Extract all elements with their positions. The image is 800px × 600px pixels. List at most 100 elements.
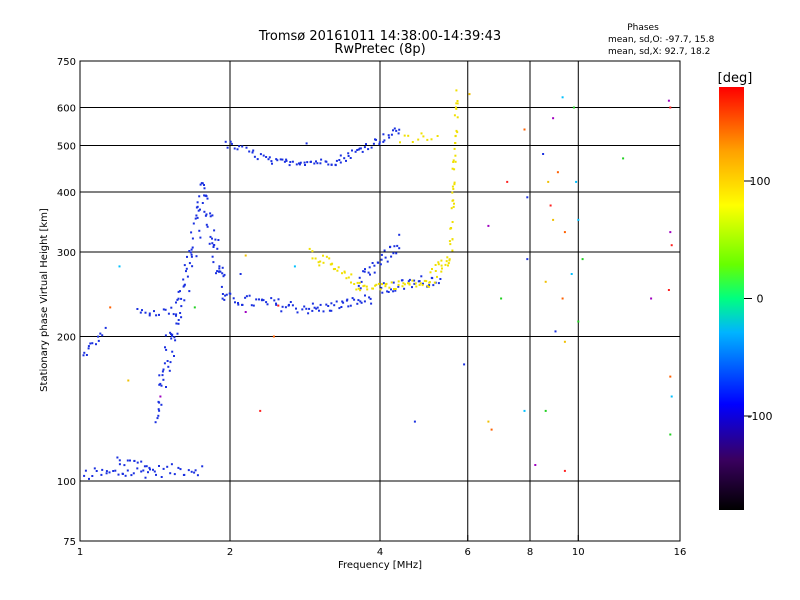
data-point bbox=[432, 284, 435, 287]
data-point bbox=[393, 127, 396, 130]
data-point bbox=[561, 297, 564, 300]
phases-mean-x: mean, sd,X: 92.7, 18.2 bbox=[608, 47, 710, 57]
data-point bbox=[376, 261, 379, 264]
data-point bbox=[374, 284, 377, 287]
data-point bbox=[356, 149, 359, 151]
data-point bbox=[209, 215, 212, 218]
data-point bbox=[387, 291, 390, 293]
data-point bbox=[303, 161, 306, 164]
data-point bbox=[174, 339, 177, 342]
data-point bbox=[397, 285, 400, 288]
data-point bbox=[384, 256, 387, 259]
data-point bbox=[171, 335, 173, 337]
data-point bbox=[230, 142, 233, 145]
data-point bbox=[650, 297, 653, 300]
data-point bbox=[367, 148, 370, 151]
data-point bbox=[262, 154, 265, 157]
data-point bbox=[88, 477, 90, 480]
data-point bbox=[335, 159, 338, 162]
data-point bbox=[448, 259, 451, 262]
data-point bbox=[121, 472, 124, 475]
data-point bbox=[156, 417, 159, 420]
data-point bbox=[158, 409, 161, 412]
data-point bbox=[144, 476, 147, 479]
data-point bbox=[441, 267, 443, 270]
data-point bbox=[206, 225, 209, 228]
data-point bbox=[298, 163, 301, 166]
data-point bbox=[142, 469, 145, 472]
data-point bbox=[428, 284, 431, 287]
data-point bbox=[667, 99, 670, 102]
data-point bbox=[236, 148, 239, 151]
data-point bbox=[197, 209, 200, 212]
data-point bbox=[370, 302, 373, 305]
data-point bbox=[316, 162, 319, 165]
data-point bbox=[427, 285, 430, 288]
data-point bbox=[245, 146, 248, 149]
data-point bbox=[311, 309, 314, 312]
data-point bbox=[311, 250, 314, 253]
data-point bbox=[544, 280, 547, 283]
data-point bbox=[158, 465, 160, 467]
data-point bbox=[224, 294, 227, 297]
data-point bbox=[411, 141, 414, 143]
data-point bbox=[446, 256, 449, 259]
data-point bbox=[453, 202, 455, 205]
data-point bbox=[397, 132, 400, 135]
data-point bbox=[451, 185, 454, 188]
data-point bbox=[175, 322, 178, 325]
data-point bbox=[375, 138, 377, 141]
y-tick-label: 75 bbox=[63, 537, 76, 548]
data-point bbox=[281, 305, 284, 308]
data-point bbox=[170, 463, 173, 466]
data-point bbox=[251, 151, 254, 154]
data-point bbox=[392, 281, 395, 284]
y-tick-label: 100 bbox=[57, 477, 76, 488]
data-point bbox=[305, 142, 308, 145]
data-point bbox=[373, 264, 376, 267]
data-point bbox=[399, 141, 401, 144]
data-point bbox=[149, 468, 151, 471]
data-point bbox=[91, 342, 94, 345]
data-point bbox=[162, 368, 165, 371]
chart-title: Tromsø 20161011 14:38:00-14:39:43 bbox=[258, 29, 501, 44]
data-point bbox=[526, 258, 529, 261]
data-point bbox=[445, 260, 448, 263]
data-point bbox=[177, 297, 180, 300]
data-point bbox=[456, 100, 459, 102]
data-point bbox=[384, 285, 387, 288]
data-point bbox=[549, 204, 552, 207]
data-point bbox=[490, 428, 493, 431]
data-point bbox=[173, 355, 175, 357]
data-point bbox=[667, 289, 670, 291]
data-point bbox=[136, 461, 139, 464]
data-point bbox=[277, 298, 280, 301]
data-point bbox=[372, 287, 374, 290]
data-point bbox=[398, 128, 401, 131]
data-point bbox=[196, 205, 199, 208]
data-point bbox=[176, 298, 179, 301]
data-point bbox=[327, 305, 330, 307]
data-point bbox=[177, 290, 180, 293]
data-point bbox=[452, 161, 455, 163]
data-point bbox=[315, 160, 317, 163]
data-point bbox=[355, 288, 358, 291]
data-point bbox=[275, 303, 278, 306]
data-point bbox=[164, 308, 167, 311]
data-point bbox=[100, 473, 103, 476]
data-point bbox=[407, 134, 410, 137]
data-point bbox=[169, 361, 172, 364]
colorbar-tick-label: 100 bbox=[750, 175, 771, 188]
data-point bbox=[175, 314, 177, 317]
data-point bbox=[341, 300, 344, 303]
data-point bbox=[358, 281, 361, 284]
data-point bbox=[163, 362, 166, 365]
data-point bbox=[285, 159, 288, 162]
data-point bbox=[291, 160, 294, 163]
y-tick-label: 600 bbox=[57, 104, 76, 115]
data-point bbox=[451, 238, 454, 241]
data-point bbox=[185, 270, 187, 273]
data-point bbox=[171, 350, 174, 353]
data-point bbox=[413, 282, 416, 285]
data-point bbox=[221, 297, 224, 300]
